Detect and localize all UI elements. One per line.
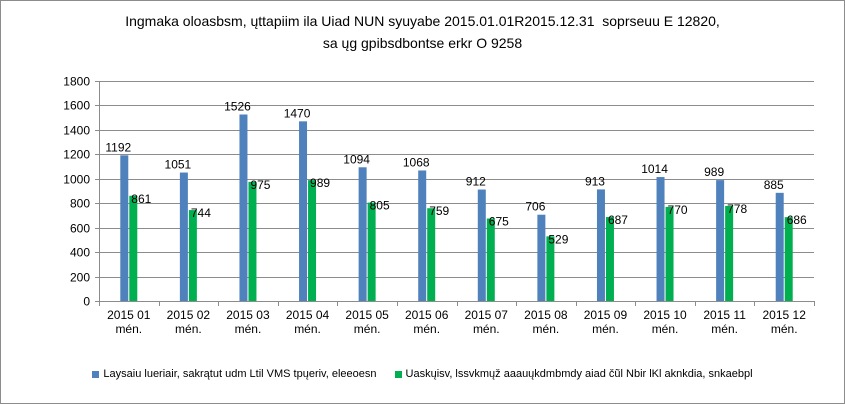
bars: [120, 114, 793, 301]
bar-series-1: [120, 155, 129, 301]
legend-item-series-1: Laysaiu lueriair, sakrątut udm Ltil VMS …: [92, 368, 377, 380]
data-label-series-1: 1068: [403, 155, 430, 169]
y-tick-label: 1800: [63, 75, 90, 89]
x-tick-label: 2015 02: [167, 308, 211, 322]
data-label-series-2: 529: [548, 232, 568, 246]
x-tick-label: mén.: [354, 322, 381, 336]
bar-series-2: [308, 180, 317, 301]
x-tick-label: 2015 12: [763, 308, 807, 322]
x-tick-label: mén.: [235, 322, 262, 336]
x-tick-label: 2015 05: [345, 308, 389, 322]
y-tick-label: 600: [70, 222, 90, 236]
chart-title: Ingmaka oloasbsm, ųttapiim ila Uiad NUN …: [0, 10, 845, 54]
x-tick-label: 2015 11: [703, 308, 746, 322]
x-tick-label: 2015 07: [465, 308, 509, 322]
bar-series-1: [596, 189, 605, 301]
x-tick-label: 2015 03: [226, 308, 270, 322]
bar-series-2: [665, 206, 674, 301]
y-tick-label: 400: [70, 246, 90, 260]
x-tick-label: mén.: [413, 322, 440, 336]
x-tick-label: 2015 04: [286, 308, 330, 322]
data-label-series-2: 744: [191, 206, 211, 220]
x-tick-label: 2015 10: [643, 308, 687, 322]
x-tick-label: 2015 06: [405, 308, 449, 322]
data-label-series-1: 913: [585, 174, 605, 188]
data-label-series-1: 1014: [641, 162, 668, 176]
bar-series-2: [784, 217, 793, 301]
data-label-series-1: 912: [466, 175, 486, 189]
bar-series-1: [239, 114, 248, 301]
data-label-series-2: 770: [668, 203, 688, 217]
y-tick-label: 0: [83, 295, 90, 309]
bar-series-1: [358, 167, 367, 301]
x-tick-label: mén.: [592, 322, 619, 336]
legend-swatch-series-1: [92, 370, 100, 378]
y-tick-label: 1200: [63, 148, 90, 162]
data-label-series-2: 759: [429, 204, 449, 218]
x-tick-label: mén.: [652, 322, 679, 336]
chart-title-line-2: sa ųg gpibsdbontse erkr O 9258: [322, 35, 523, 51]
bar-series-1: [179, 172, 188, 301]
chart-title-line-1: Ingmaka oloasbsm, ųttapiim ila Uiad NUN …: [125, 13, 720, 29]
legend-swatch-series-2: [394, 370, 402, 378]
bar-series-1: [537, 214, 546, 301]
y-tick-label: 800: [70, 197, 90, 211]
x-tick-label: mén.: [533, 322, 560, 336]
legend: Laysaiu lueriair, sakrątut udm Ltil VMS …: [0, 364, 845, 384]
x-tick-label: mén.: [771, 322, 798, 336]
data-label-series-1: 1094: [343, 152, 370, 166]
bar-series-2: [605, 217, 614, 301]
y-tick-label: 1400: [63, 124, 90, 138]
bar-series-1: [775, 192, 784, 301]
data-label-series-1: 1470: [284, 106, 311, 120]
bar-series-1: [716, 180, 725, 301]
legend-label-series-1: Laysaiu lueriair, sakrątut udm Ltil VMS …: [103, 368, 377, 380]
data-label-series-2: 778: [727, 202, 747, 216]
bar-series-1: [299, 121, 308, 301]
gridlines: [99, 81, 814, 278]
data-label-series-1: 706: [525, 200, 545, 214]
x-tick-label: 2015 01: [107, 308, 151, 322]
data-label-series-1: 1192: [105, 140, 131, 154]
bar-series-2: [725, 205, 734, 301]
x-tick-label: mén.: [473, 322, 500, 336]
bar-series-2: [367, 202, 376, 301]
bar-series-2: [248, 181, 257, 301]
x-tick-label: mén.: [175, 322, 202, 336]
bar-series-2: [546, 236, 555, 301]
data-label-series-2: 687: [608, 213, 628, 227]
x-tick-label: mén.: [711, 322, 738, 336]
bar-series-1: [418, 170, 427, 301]
data-label-series-1: 1051: [165, 158, 192, 172]
data-label-series-1: 989: [704, 165, 724, 179]
data-label-series-2: 975: [250, 178, 270, 192]
data-label-series-1: 885: [764, 178, 784, 192]
legend-label-series-2: Uaskųisv, lssvkmųž aaauųkdmbmdy aiad čũl…: [405, 368, 753, 380]
y-tick-label: 200: [70, 271, 90, 285]
x-tick-label: mén.: [115, 322, 142, 336]
y-axis: 0 200 400 600 800 1000 1200 1400 1600 1800: [63, 75, 100, 309]
bar-series-1: [477, 189, 486, 301]
data-label-series-2: 861: [131, 192, 151, 206]
x-tick-label: 2015 09: [584, 308, 628, 322]
data-label-series-2: 805: [370, 199, 390, 213]
bar-series-1: [656, 177, 665, 301]
data-label-series-2: 675: [489, 215, 509, 229]
y-tick-label: 1000: [63, 173, 90, 187]
bar-series-2: [129, 195, 138, 301]
x-tick-label: mén.: [294, 322, 321, 336]
legend-item-series-2: Uaskųisv, lssvkmųž aaauųkdmbmdy aiad čũl…: [394, 368, 753, 380]
bar-series-2: [486, 218, 495, 301]
bar-series-2: [427, 208, 436, 301]
data-label-series-2: 686: [787, 213, 807, 227]
data-labels: 1192 861 1051 744 1526 975 1470 989 1094 805 1068 7…: [105, 99, 807, 246]
bar-series-2: [188, 210, 197, 301]
data-label-series-1: 1526: [224, 99, 251, 113]
data-label-series-2: 989: [310, 176, 330, 190]
x-tick-label: 2015 08: [524, 308, 568, 322]
y-tick-label: 1600: [63, 99, 90, 113]
